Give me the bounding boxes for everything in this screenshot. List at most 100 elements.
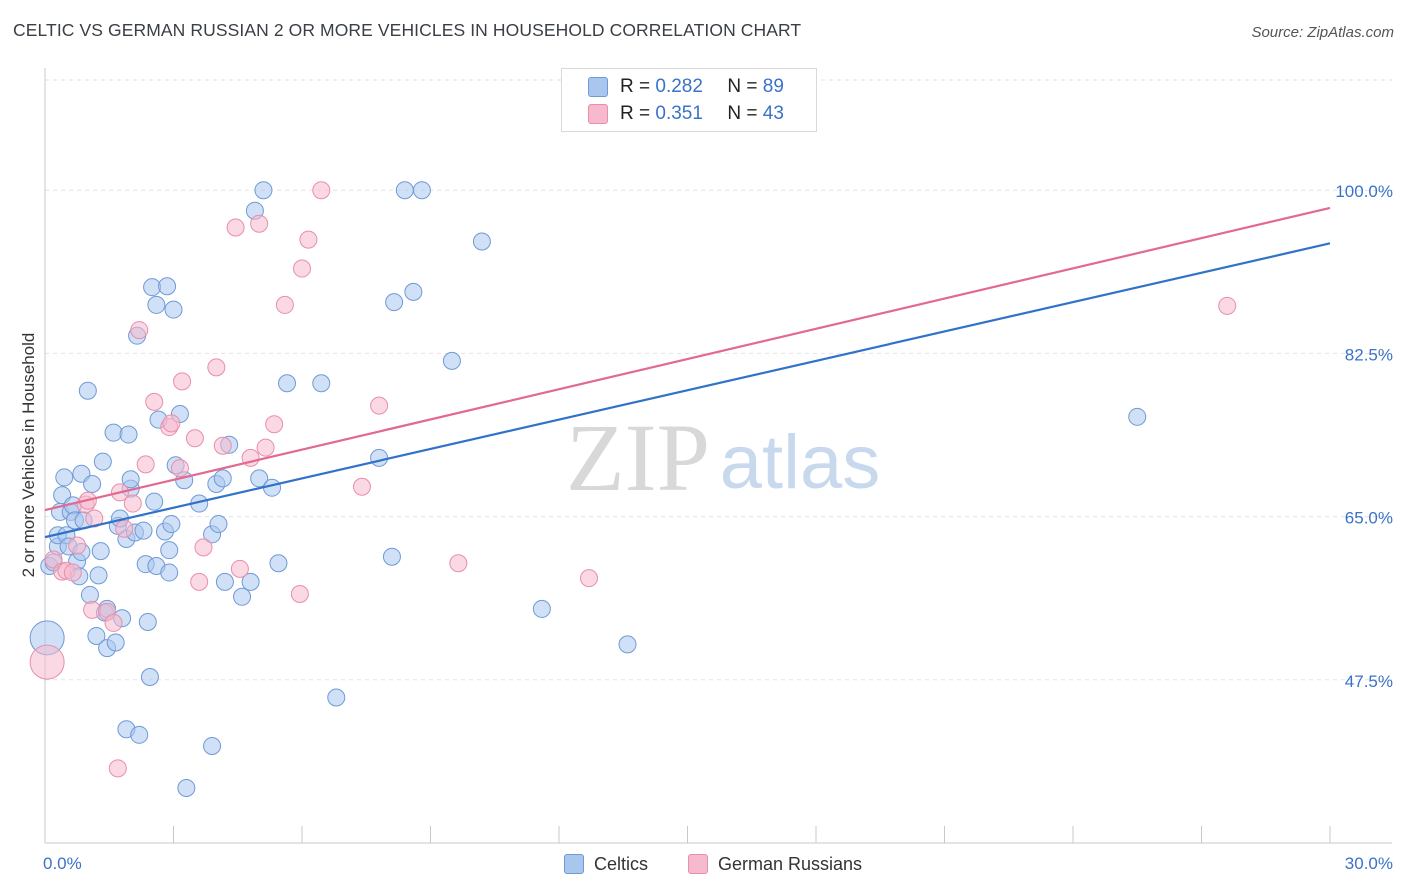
legend-n-label: N = (727, 103, 758, 124)
celtic-point (138, 612, 157, 631)
celtic-point (203, 737, 222, 756)
german-russian-point (352, 477, 371, 496)
celtic-point (145, 492, 164, 511)
watermark: ZIP atlas (566, 404, 880, 511)
legend-n-value-german-russians: 43 (762, 103, 784, 124)
legend-r-value-celtics: 0.282 (655, 76, 703, 97)
german-russian-point (29, 644, 65, 680)
celtic-point (160, 563, 179, 582)
german-russian-point (190, 572, 209, 591)
trend-layer (44, 206, 1331, 539)
legend-row-celtics: R = 0.282 N = 89 (588, 75, 784, 99)
german-russian-point (290, 585, 309, 604)
bottom-legend-celtics: Celtics (564, 852, 648, 876)
celtic-point (177, 778, 196, 797)
celtic-point (121, 470, 140, 489)
celtic-point (233, 587, 252, 606)
german-russian-trend-line (44, 206, 1331, 512)
german-russian-point (256, 438, 275, 457)
y-tick-label: 65.0% (1345, 509, 1393, 528)
german-russian-point (104, 613, 123, 632)
bottom-legend-swatch-german-russians (688, 854, 708, 874)
celtic-point (254, 181, 273, 200)
celtic-point (147, 295, 166, 314)
german-russian-point (185, 429, 204, 448)
german-russian-point (63, 563, 82, 582)
legend-n-label: N = (727, 76, 758, 97)
german-russian-point (207, 358, 226, 377)
bottom-legend-german-russians: German Russians (688, 852, 862, 876)
celtic-point (55, 468, 74, 487)
celtic-point (215, 572, 234, 591)
celtic-point (106, 633, 125, 652)
legend-r-label: R = (620, 103, 651, 124)
celtic-point (164, 300, 183, 319)
german-russian-point (265, 415, 284, 434)
celtic-point (158, 277, 177, 296)
german-russian-point (370, 396, 389, 415)
german-russian-point (115, 519, 134, 538)
german-russian-point (83, 600, 102, 619)
german-russian-point (123, 494, 142, 513)
celtic-point (83, 474, 102, 493)
x-tick-label-min: 0.0% (43, 854, 82, 873)
celtic-trend-line (44, 242, 1331, 539)
german-russian-point (68, 536, 87, 555)
tick-labels: 47.5% 65.0% 82.5% 100.0% 0.0% 30.0% (43, 182, 1393, 873)
celtic-point (442, 351, 461, 370)
celtic-point (412, 181, 431, 200)
german-russian-point (194, 538, 213, 557)
german-russian-point (226, 218, 245, 237)
celtic-point (395, 181, 414, 200)
celtic-point (87, 626, 106, 645)
celtic-point (385, 293, 404, 312)
german-russian-point (213, 436, 232, 455)
german-russian-point (108, 759, 127, 778)
celtic-point (130, 725, 149, 744)
correlation-legend: R = 0.282 N = 89 R = 0.351 N = 43 (561, 68, 817, 132)
celtic-point (1128, 407, 1147, 426)
x-tick-label-max: 30.0% (1345, 854, 1393, 873)
points-layer (29, 181, 1237, 797)
celtic-point (89, 566, 108, 585)
celtic-point (104, 423, 123, 442)
y-tick-label: 47.5% (1345, 672, 1393, 691)
celtic-point (404, 282, 423, 301)
celtic-point (278, 374, 297, 393)
german-russian-point (1218, 296, 1237, 315)
celtic-point (382, 547, 401, 566)
celtic-point (532, 599, 551, 618)
german-russian-point (275, 295, 294, 314)
bottom-legend-swatch-celtics (564, 854, 584, 874)
y-tick-label: 100.0% (1335, 182, 1393, 201)
german-russian-point (579, 569, 598, 588)
german-russian-point (162, 414, 181, 433)
legend-r-value-german-russians: 0.351 (655, 103, 703, 124)
german-russian-point (145, 392, 164, 411)
chart-title: CELTIC VS GERMAN RUSSIAN 2 OR MORE VEHIC… (13, 20, 802, 40)
celtic-point (472, 232, 491, 251)
celtic-point (119, 425, 138, 444)
german-russian-point (250, 214, 269, 233)
celtic-point (143, 278, 162, 297)
celtic-point (241, 572, 260, 591)
legend-swatch-celtics (588, 77, 608, 97)
celtic-point (140, 668, 159, 687)
german-russian-point (170, 459, 189, 478)
y-tick-label: 82.5% (1345, 345, 1393, 364)
axis-layer (44, 68, 1392, 844)
german-russian-point (173, 372, 192, 391)
bottom-legend-label-celtics: Celtics (594, 853, 649, 874)
watermark-atlas: atlas (720, 420, 881, 505)
german-russian-point (449, 554, 468, 573)
celtic-point (80, 585, 99, 604)
source-label: Source: ZipAtlas.com (1251, 24, 1394, 41)
celtic-point (78, 381, 97, 400)
watermark-zip: ZIP (566, 404, 710, 511)
celtic-point (269, 554, 288, 573)
legend-row-german-russians: R = 0.351 N = 43 (588, 102, 784, 126)
celtic-point (134, 521, 153, 540)
celtic-point (312, 374, 331, 393)
celtic-point (618, 635, 637, 654)
